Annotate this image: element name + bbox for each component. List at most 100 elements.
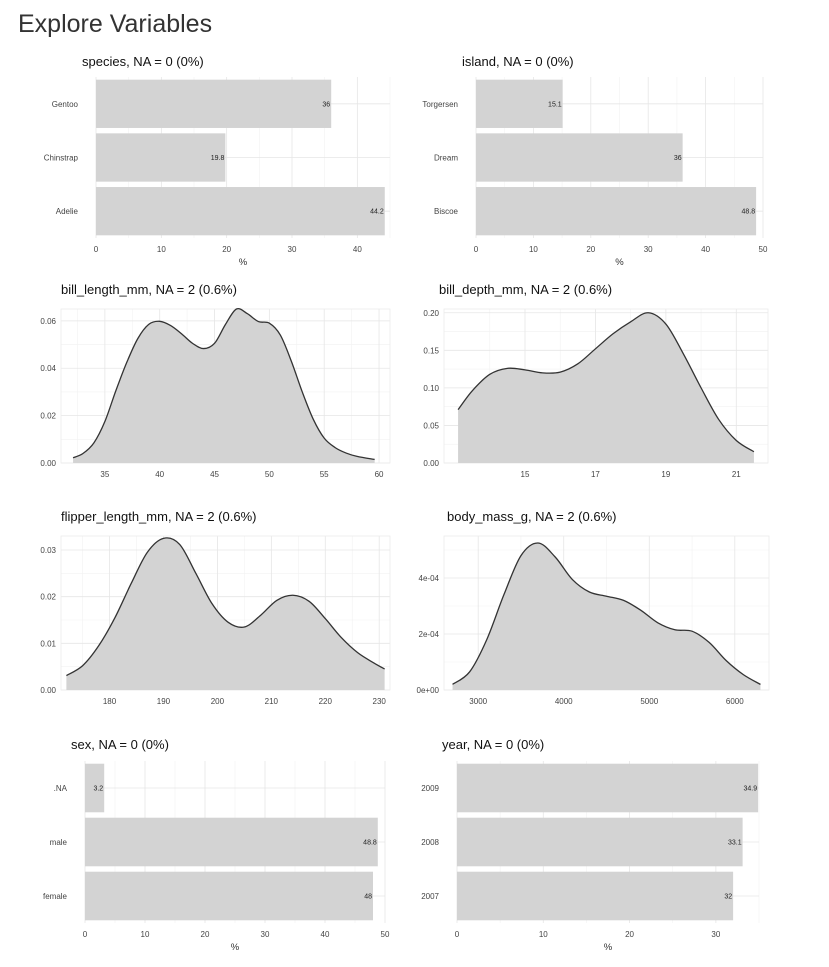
x-tick-label: 200: [211, 697, 225, 706]
x-tick-label: 40: [701, 245, 710, 254]
category-label: 2008: [421, 838, 439, 847]
chart-title: island, NA = 0 (0%): [462, 54, 574, 69]
x-tick-label: 20: [201, 930, 210, 939]
y-tick-label: 0.01: [40, 639, 56, 648]
density-curve: [457, 312, 755, 453]
density-curve: [452, 542, 761, 685]
chart-title: year, NA = 0 (0%): [442, 737, 544, 752]
x-tick-label: 35: [100, 470, 109, 479]
bill-length-density-chart: bill_length_mm, NA = 2 (0.6%) 35 40 45 50 55 6…: [40, 282, 391, 479]
x-tick-label: 0: [455, 930, 460, 939]
x-tick-label: 15: [521, 470, 530, 479]
x-axis-label: %: [615, 257, 624, 268]
value-label: 34.9: [744, 786, 758, 793]
body-mass-density-chart: body_mass_g, NA = 2 (0.6%) 3000 4000 5000 60…: [417, 509, 770, 706]
x-tick-label: 17: [591, 470, 600, 479]
chart-title: sex, NA = 0 (0%): [71, 737, 169, 752]
x-tick-label: 4000: [555, 697, 573, 706]
y-tick-label: 0.10: [423, 384, 439, 393]
y-tick-label: 2e-04: [419, 630, 440, 639]
value-label: 48.8: [741, 209, 755, 216]
bar-female: [85, 871, 373, 921]
x-tick-label: 3000: [469, 697, 487, 706]
chart-title: bill_length_mm, NA = 2 (0.6%): [61, 282, 237, 297]
island-bar-chart: island, NA = 0 (0%) 0 10 20 30 40 50 Torgersen 1…: [422, 54, 768, 268]
bar-2009: [457, 763, 759, 813]
x-tick-label: 55: [320, 470, 329, 479]
x-tick-label: 190: [157, 697, 171, 706]
value-label: 48: [364, 894, 372, 901]
value-label: 33.1: [728, 840, 742, 847]
x-tick-label: 5000: [640, 697, 658, 706]
y-tick-label: 4e-04: [419, 574, 440, 583]
x-tick-label: 220: [319, 697, 333, 706]
x-tick-label: 21: [732, 470, 741, 479]
x-axis-label: %: [604, 942, 613, 953]
x-tick-label: 20: [586, 245, 595, 254]
bar-male: [85, 817, 378, 867]
x-tick-label: 19: [661, 470, 670, 479]
x-tick-label: 210: [265, 697, 279, 706]
category-label: .NA: [54, 784, 68, 793]
value-label: 15.1: [548, 101, 562, 108]
value-label: 19.8: [211, 155, 225, 162]
bar-na: [85, 763, 105, 813]
x-tick-label: 0: [474, 245, 479, 254]
x-tick-label: 0: [94, 245, 99, 254]
sex-bar-chart: sex, NA = 0 (0%) 0 10 20 30 40 50 .NA 3.2 male 48.…: [43, 737, 390, 953]
bar-torgersen: [476, 79, 563, 128]
bar-2008: [457, 817, 743, 867]
density-area: [458, 312, 754, 463]
density-curve: [66, 537, 385, 677]
year-bar-chart: year, NA = 0 (0%) 0 10 20 30 2009 34.9 2008 33.1…: [421, 737, 760, 953]
x-tick-label: 40: [353, 245, 362, 254]
x-tick-label: 6000: [726, 697, 744, 706]
y-tick-label: 0.04: [40, 364, 56, 373]
chart-title: bill_depth_mm, NA = 2 (0.6%): [439, 282, 612, 297]
value-label: 36: [322, 101, 330, 108]
y-tick-label: 0.05: [423, 421, 439, 430]
value-label: 36: [674, 155, 682, 162]
species-bar-chart: species, NA = 0 (0%) 0 10 20 30 40 Gentoo 36 Chi…: [44, 54, 391, 268]
value-label: 3.2: [93, 786, 103, 793]
x-tick-label: 30: [644, 245, 653, 254]
y-tick-label: 0.03: [40, 546, 56, 555]
y-tick-label: 0.00: [40, 686, 56, 695]
x-tick-label: 0: [83, 930, 88, 939]
x-tick-label: 60: [375, 470, 384, 479]
x-tick-label: 20: [625, 930, 634, 939]
y-tick-label: 0.20: [423, 309, 439, 318]
y-tick-label: 0.06: [40, 317, 56, 326]
category-label: Adelie: [56, 207, 79, 216]
category-label: female: [43, 892, 68, 901]
bar-chinstrap: [96, 133, 226, 182]
x-axis-label: %: [231, 942, 240, 953]
x-tick-label: 50: [759, 245, 768, 254]
bar-2007: [457, 871, 734, 921]
y-tick-label: 0.02: [40, 412, 56, 421]
category-label: Dream: [434, 154, 458, 163]
category-label: Torgersen: [422, 100, 458, 109]
density-curve: [72, 307, 375, 461]
bar-dream: [476, 133, 683, 182]
density-area: [452, 542, 761, 690]
x-tick-label: 230: [373, 697, 387, 706]
x-tick-label: 50: [381, 930, 390, 939]
x-tick-label: 40: [155, 470, 164, 479]
category-label: 2007: [421, 892, 439, 901]
x-tick-label: 40: [321, 930, 330, 939]
density-area: [73, 308, 375, 463]
y-tick-label: 0e+00: [417, 686, 440, 695]
x-tick-label: 30: [711, 930, 720, 939]
y-tick-label: 0.00: [40, 459, 56, 468]
value-label: 32: [724, 894, 732, 901]
x-axis-label: %: [239, 257, 248, 268]
category-label: male: [50, 838, 68, 847]
x-tick-label: 50: [265, 470, 274, 479]
flipper-length-density-chart: flipper_length_mm, NA = 2 (0.6%) 180 190 20…: [40, 509, 391, 706]
chart-title: flipper_length_mm, NA = 2 (0.6%): [61, 509, 256, 524]
x-tick-label: 10: [157, 245, 166, 254]
y-tick-label: 0.02: [40, 593, 56, 602]
value-label: 44.2: [370, 209, 384, 216]
x-tick-label: 180: [103, 697, 117, 706]
